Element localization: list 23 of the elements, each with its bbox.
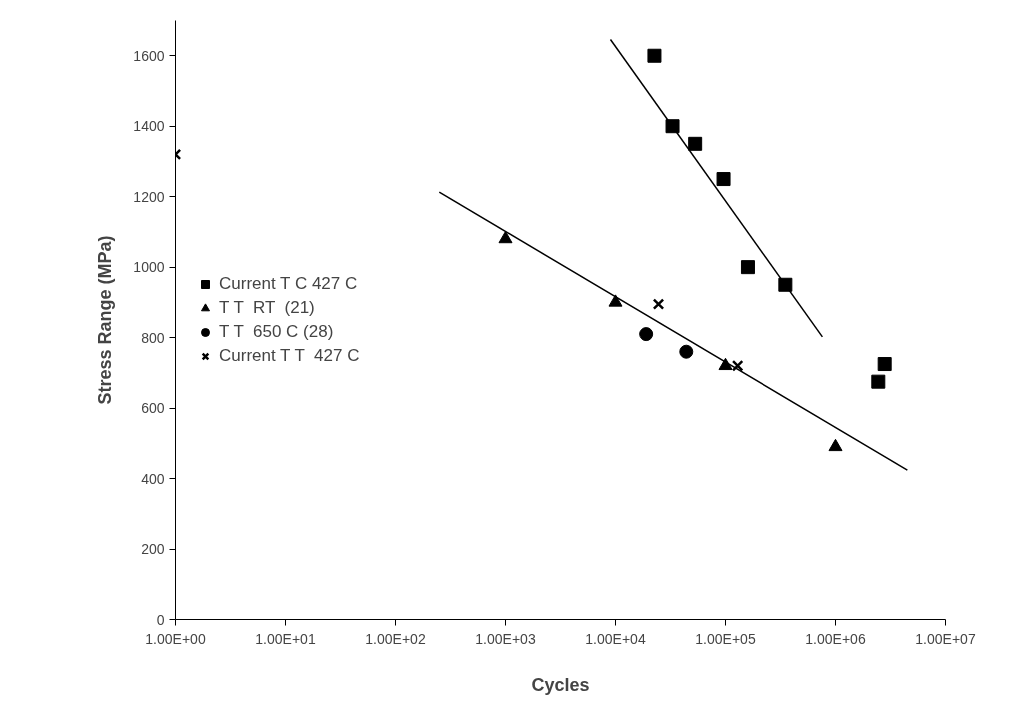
legend-label: T T 650 C (28) bbox=[219, 321, 334, 342]
x-tick-label: 1.00E+07 bbox=[915, 630, 976, 647]
legend-label: Current T T 427 C bbox=[219, 345, 360, 366]
x-tick-label: 1.00E+00 bbox=[145, 630, 206, 647]
y-tick-label: 1400 bbox=[133, 118, 165, 135]
y-tick-label: 1000 bbox=[133, 259, 165, 276]
y-tick-label: 1600 bbox=[133, 47, 165, 64]
x-tick-label: 1.00E+03 bbox=[475, 630, 536, 647]
x-tick-label: 1.00E+01 bbox=[255, 630, 316, 647]
legend-label: Current T C 427 C bbox=[219, 273, 358, 294]
y-tick-label: 400 bbox=[141, 470, 165, 487]
y-tick-label: 600 bbox=[141, 400, 165, 417]
y-tick-label: 0 bbox=[156, 611, 165, 628]
x-tick-label: 1.00E+04 bbox=[585, 630, 646, 647]
legend-label: T T RT (21) bbox=[219, 297, 315, 318]
x-axis-title: Cycles bbox=[531, 674, 590, 695]
y-tick-label: 200 bbox=[141, 541, 165, 558]
x-tick-label: 1.00E+06 bbox=[805, 630, 866, 647]
y-tick-label: 1200 bbox=[133, 188, 165, 205]
y-tick-label: 800 bbox=[141, 329, 165, 346]
x-tick-label: 1.00E+02 bbox=[365, 630, 426, 647]
x-tick-label: 1.00E+05 bbox=[695, 630, 756, 647]
y-axis-title: Stress Range (MPa) bbox=[95, 235, 116, 405]
